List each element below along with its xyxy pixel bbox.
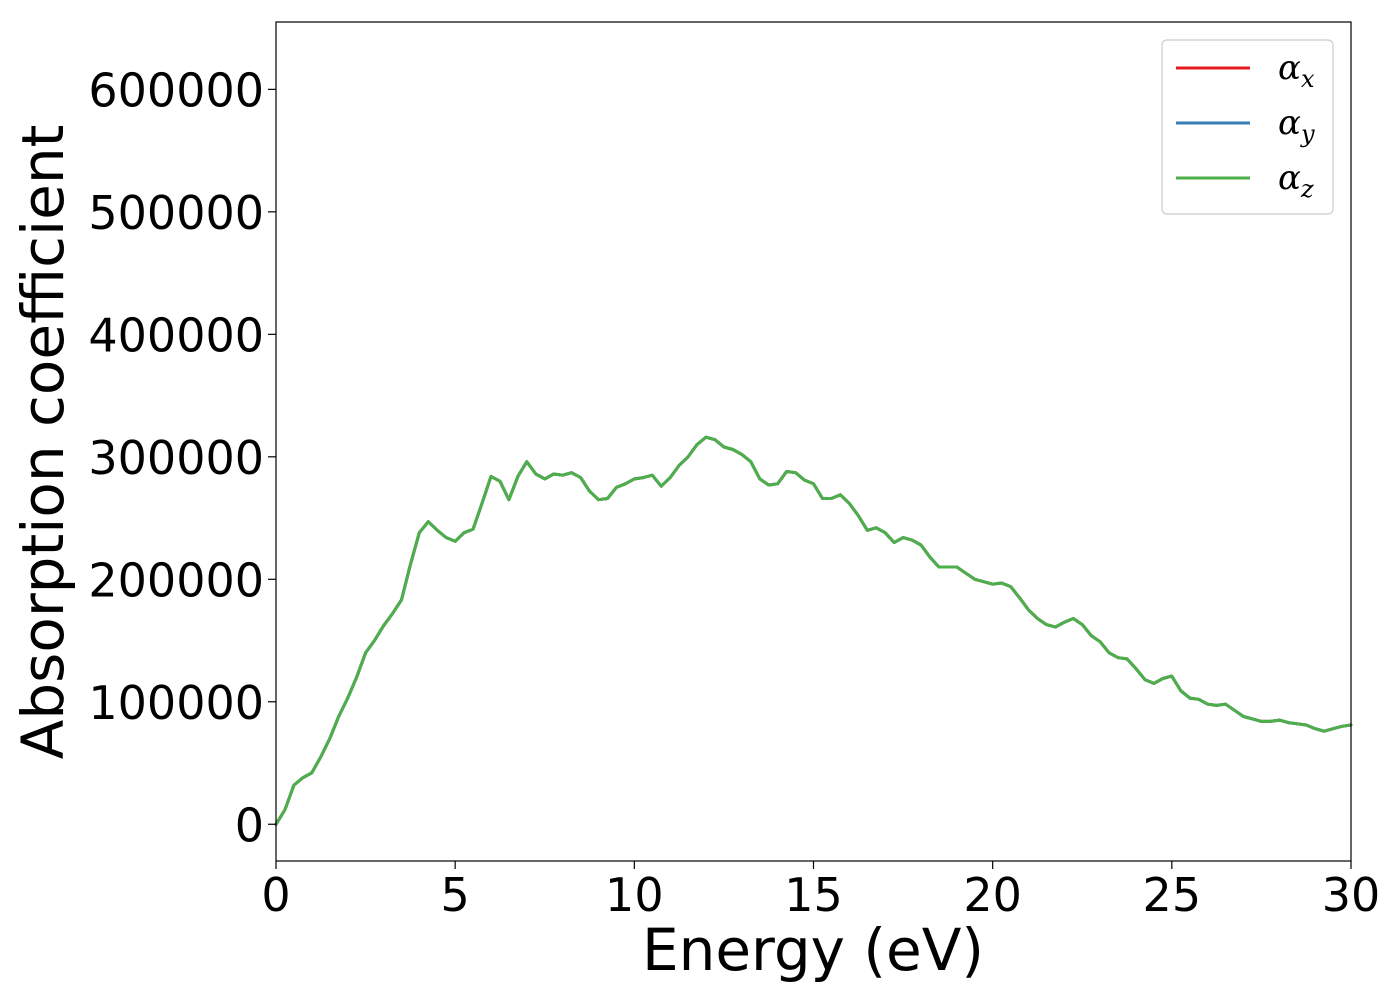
y-tick-label: 600000 [88, 63, 264, 117]
x-tick-label: 5 [441, 868, 470, 922]
y-tick-label: 0 [235, 798, 264, 852]
series-layer [274, 435, 1353, 826]
x-tick-label: 0 [261, 868, 290, 922]
legend-label-z: αz [1278, 158, 1314, 203]
series-line-z [274, 435, 1353, 826]
x-tick-label: 25 [1143, 868, 1202, 922]
legend-label-x: αx [1278, 48, 1315, 93]
x-axis-label: Energy (eV) [642, 916, 984, 984]
y-tick-label: 500000 [88, 186, 264, 240]
x-tick-label: 15 [784, 868, 843, 922]
y-axis: 0 100000 200000 300000 400000 500000 600000 [88, 63, 276, 852]
x-tick-label: 20 [963, 868, 1022, 922]
legend: αx αy αz [1161, 39, 1334, 215]
legend-frame [1161, 39, 1334, 215]
x-tick-label: 10 [605, 868, 664, 922]
x-tick-label: 30 [1322, 868, 1381, 922]
y-tick-label: 300000 [88, 431, 264, 485]
x-axis: 0 5 10 15 20 25 30 [261, 861, 1380, 922]
y-tick-label: 200000 [88, 553, 264, 607]
y-axis-label: Absorption coefficient [9, 125, 77, 760]
y-tick-label: 100000 [88, 676, 264, 730]
y-tick-label: 400000 [88, 308, 264, 362]
legend-label-y: αy [1278, 103, 1315, 148]
